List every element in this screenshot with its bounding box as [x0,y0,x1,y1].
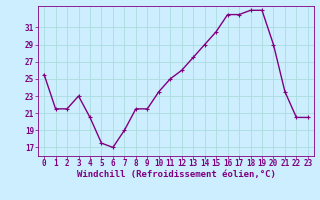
X-axis label: Windchill (Refroidissement éolien,°C): Windchill (Refroidissement éolien,°C) [76,170,276,179]
